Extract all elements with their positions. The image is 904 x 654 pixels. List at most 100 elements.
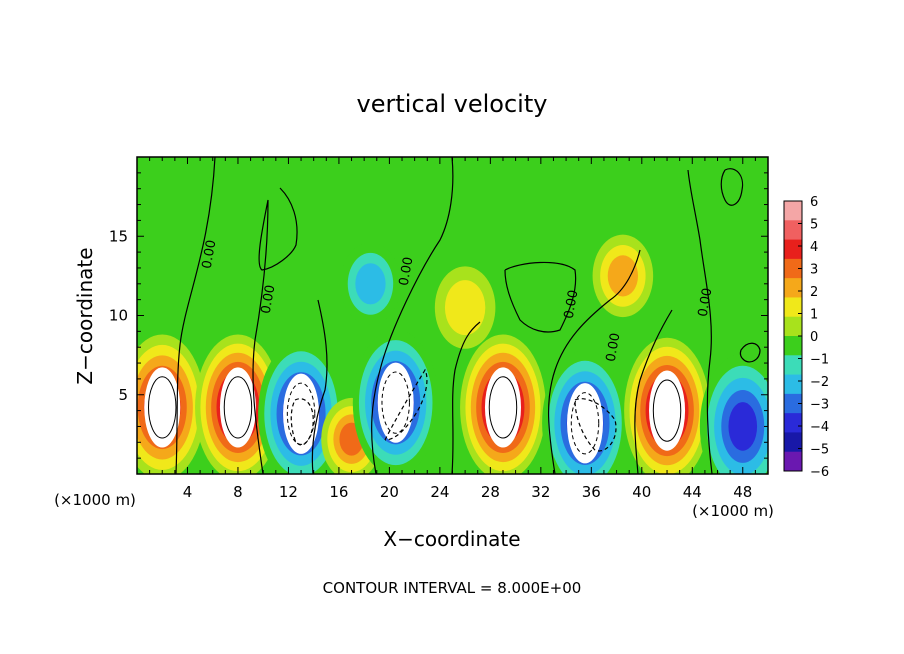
velocity-core-contour (223, 376, 253, 439)
colorbar-tick-label: −3 (810, 398, 829, 413)
contour-labels: 0.00 0.00 0.00 0.00 0.00 0.00 (200, 239, 716, 363)
y-tick-labels: 5 10 15 (109, 227, 128, 404)
velocity-band (607, 255, 639, 297)
velocity-saturated (566, 383, 604, 464)
velocity-core-contour (570, 392, 600, 455)
x-tick-label: 16 (329, 483, 348, 501)
velocity-core-contour (286, 382, 316, 445)
contour-label: 0.00 (259, 284, 279, 315)
zero-contour (290, 398, 314, 446)
velocity-saturated (219, 367, 256, 448)
x-tick-label: 36 (582, 483, 601, 501)
axis-ticks (137, 157, 768, 474)
x-tick-label: 12 (279, 483, 298, 501)
zero-contour (720, 168, 744, 206)
x-tick-label: 40 (632, 483, 651, 501)
contour-label: 0.00 (397, 256, 417, 287)
contour-label: 0.00 (562, 289, 582, 320)
colorbar-swatch (784, 413, 802, 433)
velocity-cell (340, 242, 401, 326)
velocity-band (728, 402, 758, 451)
plot-area: 0.00 0.00 0.00 0.00 0.00 0.00 (136, 156, 769, 475)
colorbar-tick-label: 3 (810, 263, 818, 278)
contour-label: 0.00 (200, 239, 220, 270)
colorbar-tick-label: −2 (810, 375, 829, 390)
colorbar-swatch (784, 239, 802, 260)
velocity-cell (137, 334, 206, 474)
velocity-core-contour (488, 376, 518, 439)
velocity-core-contour (148, 376, 177, 439)
colorbar-tick-label: 5 (810, 218, 818, 233)
colorbar-tick-label: −6 (810, 465, 829, 480)
zero-contour (371, 157, 454, 474)
chart-title: vertical velocity (357, 90, 548, 118)
colorbar-swatch (784, 201, 802, 221)
colorbar-tick-label: 4 (810, 240, 818, 255)
y-tick-label: 5 (118, 386, 128, 404)
zero-contour (311, 299, 328, 474)
contour-label: 0.00 (696, 287, 716, 318)
colorbar-swatch (784, 220, 802, 240)
colorbar-swatch (784, 393, 802, 414)
zero-contour (504, 261, 577, 333)
colorbar-swatch (784, 336, 802, 356)
colorbar-tick-label: −1 (810, 353, 829, 368)
x-tick-label: 8 (233, 483, 243, 501)
colorbar-swatch (784, 451, 802, 472)
velocity-saturated (144, 367, 181, 448)
zero-contour (384, 368, 428, 441)
velocity-cell (434, 266, 496, 349)
zero-contour (739, 342, 761, 363)
x-tick-label: 32 (531, 483, 550, 501)
velocity-cell (352, 329, 439, 474)
colorbar-tick-label: 1 (810, 308, 818, 323)
y-tick-label: 15 (109, 227, 128, 245)
colorbar-tick-label: −5 (810, 443, 829, 458)
colorbar: 6 5 4 3 2 1 0 −1 −2 −3 −4 −5 −6 (783, 195, 829, 480)
zero-contours (175, 157, 761, 474)
colorbar-tick-label: −4 (810, 420, 829, 435)
x-unit-left: (×1000 m) (54, 491, 136, 509)
y-axis-label: Z−coordinate (73, 247, 97, 384)
zero-contour (687, 169, 713, 474)
velocity-saturated (649, 370, 686, 451)
colorbar-swatch (784, 316, 802, 337)
colorbar-swatch (784, 355, 802, 375)
velocity-band (444, 280, 486, 336)
contour-label: 0.00 (604, 332, 624, 363)
velocity-saturated (484, 367, 522, 448)
colorbar-swatch (784, 374, 802, 395)
zero-contour (175, 157, 216, 474)
zero-contour (634, 309, 673, 474)
colorbar-tick-label: 0 (810, 330, 818, 345)
x-unit-right: (×1000 m) (692, 502, 774, 520)
velocity-cell (624, 337, 710, 474)
velocity-core-contour (652, 379, 682, 442)
velocity-field (137, 234, 768, 474)
colorbar-tick-label: 2 (810, 285, 818, 300)
x-tick-labels: 4 8 12 16 20 24 28 32 36 40 44 48 (183, 483, 753, 501)
velocity-saturated (377, 362, 414, 443)
x-tick-label: 28 (481, 483, 500, 501)
colorbar-swatch (784, 278, 802, 298)
x-tick-label: 4 (183, 483, 193, 501)
colorbar-swatch (784, 432, 802, 453)
zero-contour (547, 249, 641, 474)
velocity-saturated (283, 373, 320, 454)
x-tick-label: 24 (430, 483, 449, 501)
colorbar-swatch (784, 258, 802, 279)
velocity-cell (592, 234, 654, 318)
velocity-cell (542, 350, 628, 474)
zero-contour (451, 321, 481, 474)
colorbar-swatch (784, 297, 802, 318)
contour-interval-footer: CONTOUR INTERVAL = 8.000E+00 (323, 579, 582, 597)
zero-contour (252, 187, 298, 474)
velocity-cell (699, 353, 768, 474)
y-tick-label: 10 (109, 307, 128, 325)
x-tick-label: 48 (733, 483, 752, 501)
velocity-cell (195, 334, 281, 474)
velocity-band (355, 263, 386, 305)
x-tick-label: 20 (380, 483, 399, 501)
